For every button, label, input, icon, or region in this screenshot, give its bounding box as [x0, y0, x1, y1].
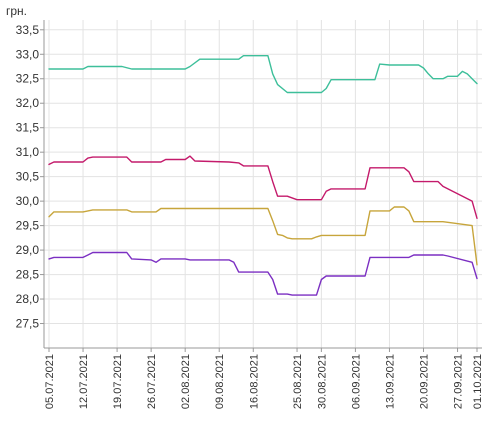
y-tick-label: 29,0	[16, 243, 40, 257]
y-tick-label: 28,5	[16, 268, 40, 282]
y-axis-unit-label: грн.	[6, 4, 27, 18]
axes	[43, 20, 482, 349]
x-tick-label: 05.07.2021	[44, 354, 56, 409]
y-tick-label: 31,5	[16, 121, 40, 135]
y-tick-label: 27,5	[16, 317, 40, 331]
y-tick-labels: 27,5 28,0 28,5 29,0 29,5 30,0 30,5 31,0 31,5 32,0…	[16, 23, 40, 331]
y-tick-label: 29,5	[16, 219, 40, 233]
x-tick-label: 12.07.2021	[78, 354, 90, 409]
x-tick-label: 27.09.2021	[453, 354, 465, 409]
grid	[40, 20, 482, 352]
y-tick-label: 33,5	[16, 23, 40, 37]
x-tick-labels: 05.07.2021 12.07.2021 19.07.2021 26.07.2021…	[44, 354, 484, 409]
x-tick-label: 16.08.2021	[248, 354, 260, 409]
series-line-4	[48, 251, 478, 296]
y-tick-label: 30,0	[16, 194, 40, 208]
y-tick-label: 30,5	[16, 170, 40, 184]
x-tick-label: 02.08.2021	[180, 354, 192, 409]
y-tick-label: 32,5	[16, 72, 40, 86]
y-tick-label: 28,0	[16, 292, 40, 306]
x-tick-label: 26.07.2021	[146, 354, 158, 409]
x-tick-label: 20.09.2021	[419, 354, 431, 409]
series-line-1	[48, 55, 478, 94]
x-tick-label: 19.07.2021	[112, 354, 124, 409]
x-tick-label: 01.10.2021	[472, 354, 484, 409]
y-tick-label: 32,0	[16, 96, 40, 110]
series-lines	[48, 55, 478, 296]
x-tick-label: 09.08.2021	[214, 354, 226, 409]
y-tick-label: 33,0	[16, 47, 40, 61]
x-tick-label: 13.09.2021	[384, 354, 396, 409]
x-tick-label: 25.08.2021	[292, 354, 304, 409]
series-line-3	[48, 206, 478, 266]
x-tick-label: 06.09.2021	[350, 354, 362, 409]
x-tick-label: 30.08.2021	[316, 354, 328, 409]
y-tick-label: 31,0	[16, 145, 40, 159]
series-line-2	[48, 155, 478, 219]
